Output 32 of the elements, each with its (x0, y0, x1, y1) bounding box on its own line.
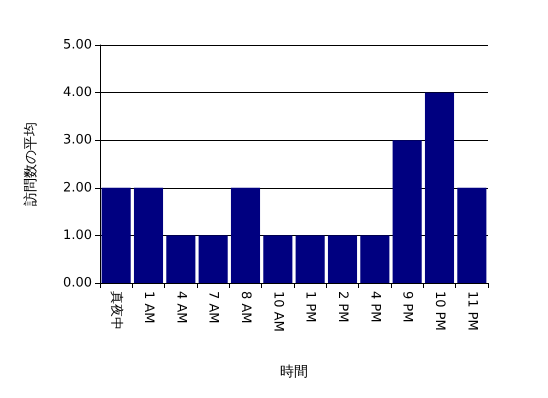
bar (392, 140, 422, 283)
y-tick-label: 4.00 (63, 85, 92, 100)
x-tick-label: 11 PM (464, 291, 480, 331)
x-tick-label: 真夜中 (108, 291, 125, 330)
bar (134, 188, 164, 283)
x-tick-label: 9 PM (400, 291, 415, 322)
x-tick-label: 1 AM (141, 291, 156, 324)
y-tick-label: 5.00 (63, 38, 92, 52)
bar (198, 235, 228, 283)
x-tick-label: 1 PM (302, 291, 318, 322)
bar (102, 188, 131, 283)
bar (230, 188, 260, 283)
y-tick-label: 3.00 (63, 132, 92, 148)
x-tick-label: 10 AM (270, 291, 286, 332)
x-tick-label: 10 PM (432, 291, 447, 331)
x-tick-label: 4 PM (367, 291, 382, 322)
bar (424, 92, 454, 283)
y-axis-title: 訪問数の平均 (23, 122, 39, 206)
x-tick-label: 8 AM (238, 291, 253, 324)
bar (328, 235, 358, 283)
bar (296, 235, 325, 283)
y-tick-label: 0.00 (63, 276, 92, 290)
bar (457, 188, 486, 283)
bar (166, 235, 196, 283)
bar (360, 235, 390, 283)
x-tick-label: 4 AM (173, 291, 188, 324)
y-tick-label: 2.00 (63, 180, 92, 196)
x-tick-label: 2 PM (335, 291, 350, 322)
x-tick-label: 7 AM (206, 291, 221, 324)
bar (263, 235, 292, 283)
y-tick-label: 1.00 (63, 228, 92, 243)
x-axis-title: 時間 (280, 364, 308, 380)
